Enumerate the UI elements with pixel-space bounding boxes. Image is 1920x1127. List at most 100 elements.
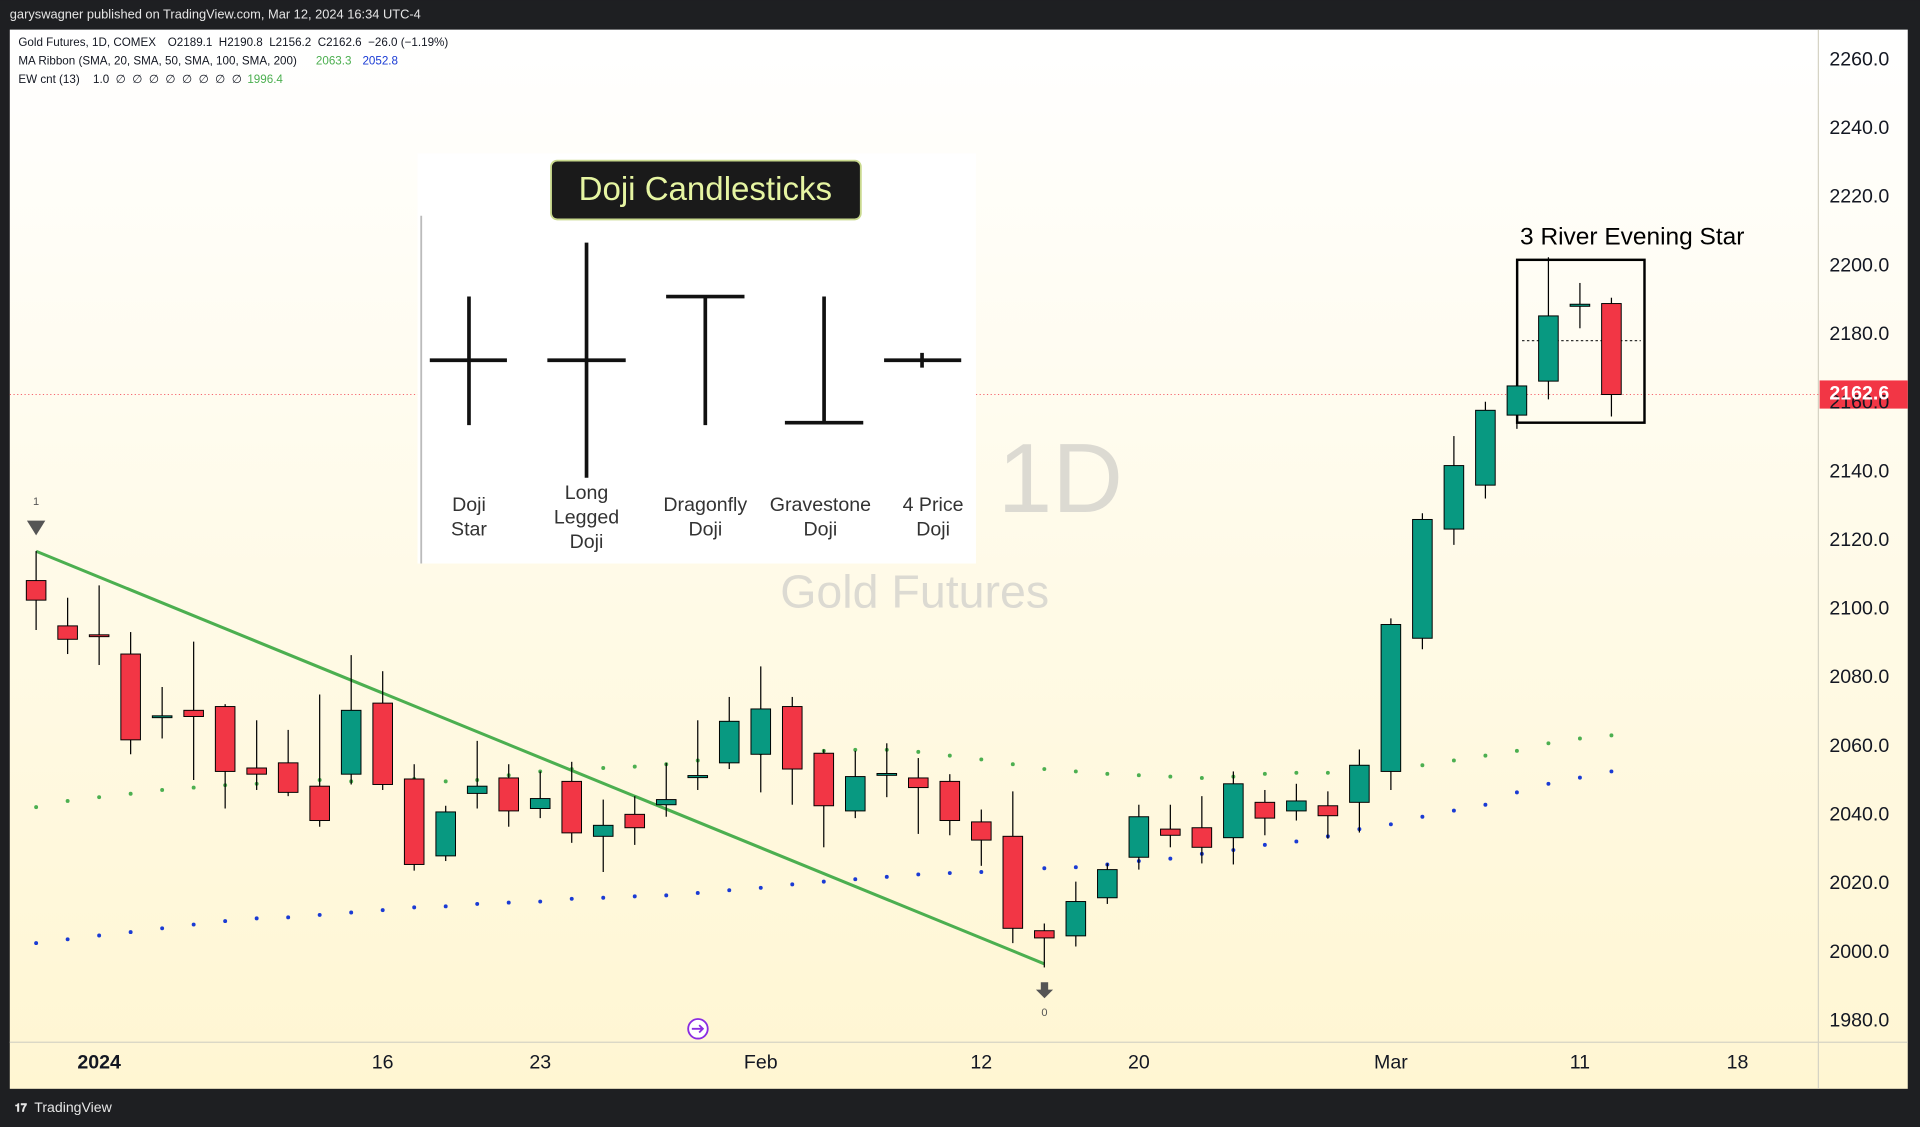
doji-label: Legged [554,506,619,528]
ma-dot [979,870,984,874]
ma-dot [254,916,259,921]
ma-dot [128,930,133,935]
ma-dot [916,872,921,877]
ma-dot [1294,839,1299,844]
ma-dot [1577,775,1582,780]
candle-body [529,798,551,809]
candle-body [403,778,425,865]
ma-dot [947,871,952,876]
candle-body [1412,518,1433,639]
candle-body [718,720,740,764]
publisher: garyswagner published on TradingView.com… [10,6,421,21]
ma-dot [1136,773,1141,778]
candle-body [466,785,488,794]
ma-dot [223,919,228,924]
legend-ma-value: 2052.8 [362,55,398,68]
doji-label: Dragonfly [663,494,747,516]
y-tick-label: 2240.0 [1829,117,1889,139]
doji-label: 4 Price [903,494,964,516]
ma-dot [979,757,984,762]
candle-body [1160,828,1181,836]
inset-title-box [550,159,862,221]
candle-body [781,706,803,770]
candle-body [561,780,583,834]
ma-dot [34,805,39,810]
ma-dot [1325,770,1330,775]
doji-label: Gravestone [770,494,871,516]
ma-dot [916,749,921,754]
candle-body [876,773,898,776]
x-tick-label: 11 [1570,1051,1590,1073]
ma-dot [821,879,826,884]
ma-dot [191,922,196,927]
ma-dot [128,791,133,796]
legend-ew: EW cnt (13) [18,73,79,86]
candle-body [1506,385,1528,416]
ma-dot [538,899,543,904]
ma-dot [65,798,70,803]
ma-dot [1294,770,1299,775]
x-tick-label: 20 [1128,1051,1150,1073]
ma-dot [853,877,858,882]
legend-ma-value: 2063.3 [316,55,352,68]
trend-line [35,549,1046,966]
ma-dot [191,785,196,790]
x-tick-label: 18 [1727,1051,1749,1073]
wave-marker [26,520,46,536]
candle-body [1569,303,1591,307]
candle-body [971,821,992,841]
candle-body [592,824,614,837]
x-tick-label: Mar [1374,1051,1408,1073]
candle-body [1601,303,1622,396]
ma-dot [601,766,606,770]
candle-body [309,785,330,822]
candle-body [435,811,456,857]
ma-dot [1073,769,1078,774]
candle-body [1380,624,1402,772]
legend-symbol: Gold Futures, 1D, COMEX [18,36,156,49]
ma-dot [1168,856,1173,861]
wave-marker [1035,982,1054,999]
ma-dot [475,901,480,906]
y-tick-label: 2020.0 [1829,872,1889,894]
doji-label: Doji [570,531,604,553]
y-tick-label: 1980.0 [1829,1010,1889,1032]
wave-label: 0 [1041,1007,1047,1019]
doji-inset: Doji Candlesticks DojiStarLongLeggedDoji… [417,153,976,564]
ma-dot [1546,781,1551,786]
candle-body [624,813,646,829]
ma-dot [1262,842,1267,847]
ma-dot [349,910,354,915]
ma-dot [1546,741,1551,746]
candle-body [1097,869,1118,899]
doji-label: Doji [916,519,950,541]
ma-dot [632,894,637,899]
brand-logo: 𝟏𝟕 [15,1102,28,1114]
candle-body [340,709,362,775]
ma-dot [1609,733,1614,738]
y-tick-label: 2160.0 [1829,392,1889,414]
ma-dot [664,893,669,898]
candle-body [183,709,204,717]
candle-body [750,708,772,755]
ma-dot [790,882,795,887]
brand: TradingView [34,1099,112,1115]
ma-dot [443,904,448,909]
legend-ew-values: 1.0 ∅ ∅ ∅ ∅ ∅ ∅ ∅ ∅ [93,73,242,86]
y-tick-label: 2040.0 [1829,804,1889,826]
ma-dot [506,900,511,905]
ma-dot [1420,763,1425,768]
candle-body [1191,827,1213,848]
ma-dot [1609,769,1614,774]
y-tick-label: 2200.0 [1829,254,1889,276]
ma-dot [1451,808,1456,813]
y-tick-label: 2180.0 [1829,323,1889,345]
pattern-label: 3 River Evening Star [1520,223,1744,250]
ma-dot [1483,802,1488,807]
candle-body [1034,930,1055,939]
ma-dot [569,896,574,901]
ma-dot [412,905,417,910]
